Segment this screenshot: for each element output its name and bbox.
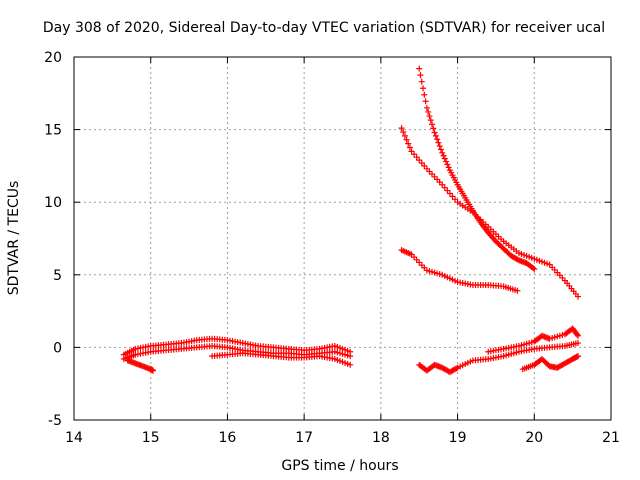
data-point (441, 155, 448, 162)
data-point (435, 139, 442, 146)
x-tick-label: 18 (372, 430, 390, 446)
data-point (574, 331, 581, 338)
data-point (575, 340, 582, 347)
series-track-1 (120, 335, 354, 358)
data-point (429, 121, 435, 128)
x-tick-label: 21 (602, 430, 620, 446)
data-point (530, 265, 537, 272)
data-point (150, 367, 157, 374)
data-point (420, 85, 427, 92)
data-point (453, 365, 460, 372)
series-track-5 (416, 65, 538, 272)
series-track-9 (485, 325, 582, 355)
series-track-8 (416, 340, 582, 376)
data-point (403, 136, 410, 143)
x-tick-label: 20 (525, 430, 543, 446)
data-point (531, 265, 538, 272)
data-point (432, 132, 439, 139)
data-point (434, 136, 441, 143)
x-tick-label: 17 (295, 430, 313, 446)
plot-frame (73, 56, 612, 421)
x-tick-label: 15 (142, 430, 160, 446)
data-point (443, 158, 450, 165)
data-point (575, 353, 582, 360)
y-tick-label: 15 (44, 123, 62, 139)
data-point (427, 117, 434, 124)
data-point (436, 143, 443, 150)
data-point (347, 361, 354, 368)
data-point (416, 65, 423, 72)
data-point (426, 113, 433, 120)
data-point (431, 129, 438, 136)
x-tick-label: 14 (65, 430, 83, 446)
series-track-3 (124, 357, 157, 374)
data-point (444, 161, 451, 168)
data-point (575, 293, 582, 300)
data-point (401, 132, 408, 139)
y-tick-label: -5 (48, 413, 62, 429)
series-track-4 (209, 350, 354, 368)
series-track-7 (398, 247, 521, 294)
y-tick-label: 0 (53, 340, 62, 356)
x-axis-label: GPS time / hours (281, 458, 398, 474)
y-axis-label: SDTVAR / TECUs (6, 181, 22, 296)
data-point (423, 104, 430, 111)
data-point (437, 146, 444, 153)
data-point (425, 108, 432, 115)
data-point (514, 287, 521, 294)
x-tick-label: 16 (219, 430, 237, 446)
data-point (417, 72, 424, 79)
data-point (439, 149, 446, 156)
x-tick-label: 19 (449, 430, 467, 446)
data-point (347, 353, 354, 360)
grid (74, 57, 611, 420)
series-track-6 (398, 125, 582, 300)
y-tick-label: 10 (44, 195, 62, 211)
data-point (406, 144, 413, 151)
y-tick-label: 5 (53, 268, 62, 284)
axis-ticks: 14 15 16 17 18 19 20 21 -5 0 5 10 15 20 (44, 50, 620, 446)
data-markers (120, 65, 582, 376)
data-point (445, 164, 452, 171)
data-point (440, 152, 447, 159)
data-point (418, 78, 425, 85)
data-point (398, 125, 405, 132)
y-tick-label: 20 (44, 50, 62, 66)
data-point (430, 125, 437, 132)
data-point (421, 91, 428, 98)
chart-title: Day 308 of 2020, Sidereal Day-to-day VTE… (43, 20, 605, 36)
data-point (400, 129, 407, 136)
data-point (575, 332, 582, 339)
series-track-10 (519, 353, 582, 373)
data-point (422, 98, 429, 105)
data-point (405, 140, 412, 147)
